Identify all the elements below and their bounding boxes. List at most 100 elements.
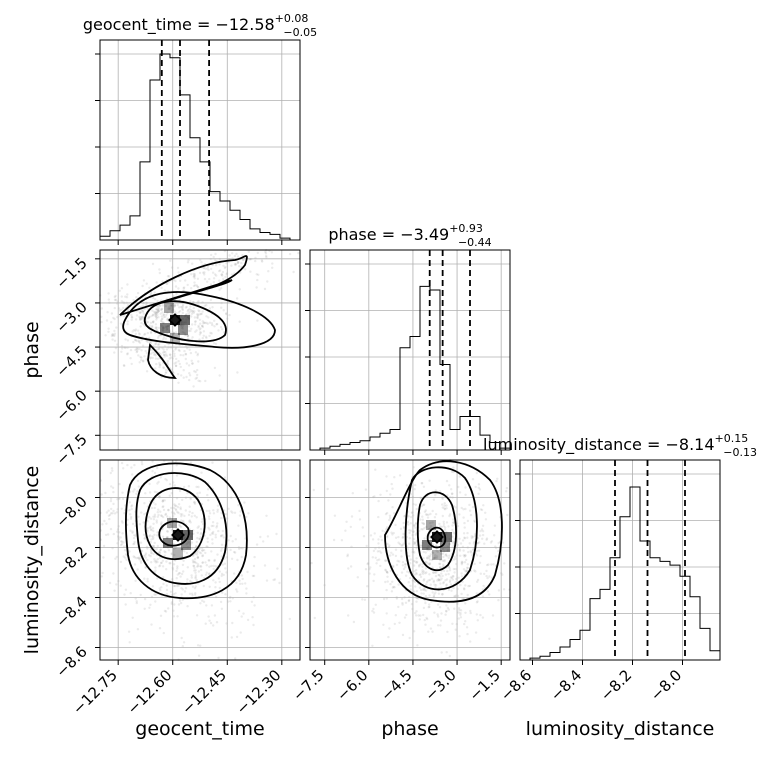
sample-point — [141, 463, 144, 466]
sample-point — [170, 306, 173, 309]
sample-point — [197, 485, 200, 489]
sample-point — [391, 487, 394, 490]
sample-point — [422, 485, 426, 488]
sample-point — [173, 553, 176, 557]
sample-point — [218, 586, 221, 590]
sample-point — [138, 557, 142, 560]
sample-point — [477, 492, 480, 495]
sample-point — [109, 527, 113, 531]
sample-point — [476, 619, 479, 622]
sample-point — [121, 347, 124, 350]
sample-point — [230, 510, 233, 513]
sample-point — [253, 604, 256, 607]
sample-point — [186, 334, 190, 337]
sample-point — [227, 539, 230, 542]
sample-point — [201, 310, 204, 313]
sample-point — [401, 603, 404, 606]
sample-point — [210, 322, 214, 325]
sample-point — [380, 538, 383, 542]
sample-point — [129, 348, 133, 352]
sample-point — [118, 482, 121, 486]
sample-point — [263, 287, 267, 291]
sample-point — [121, 491, 124, 494]
sample-point — [180, 326, 183, 329]
sample-point — [132, 340, 135, 344]
sample-point — [158, 365, 161, 369]
sample-point — [113, 332, 117, 335]
grid-luminosity_distance — [520, 460, 720, 660]
sample-point — [432, 557, 435, 560]
sample-point — [172, 593, 176, 596]
sample-point — [486, 576, 489, 580]
sample-point — [445, 651, 448, 654]
sample-point — [468, 509, 472, 512]
sample-point — [404, 574, 408, 577]
sample-point — [191, 561, 195, 564]
sample-point — [200, 471, 203, 474]
sample-point — [465, 558, 468, 562]
sample-point — [377, 515, 380, 519]
sample-point — [195, 485, 198, 489]
sample-point — [143, 537, 146, 540]
sample-point — [434, 571, 437, 574]
sample-point — [150, 551, 153, 554]
sample-point — [434, 574, 438, 578]
sample-point — [465, 569, 468, 572]
sample-point — [213, 614, 217, 617]
sample-point — [185, 313, 188, 316]
sample-point — [121, 532, 124, 535]
sample-point — [186, 334, 189, 338]
sample-point — [272, 578, 275, 582]
sample-point — [414, 503, 417, 506]
sample-point — [202, 334, 205, 337]
sample-point — [460, 561, 463, 565]
sample-point — [188, 308, 191, 311]
sample-point — [133, 556, 136, 559]
sample-point — [469, 513, 473, 517]
sample-point — [403, 515, 406, 518]
sample-point — [218, 374, 221, 377]
sample-point — [143, 502, 146, 505]
sample-point — [193, 501, 196, 504]
sample-point — [199, 536, 202, 539]
sample-point — [424, 589, 428, 592]
sample-point — [172, 615, 176, 618]
sample-point — [162, 505, 165, 508]
sample-point — [332, 538, 336, 542]
sample-point — [445, 479, 449, 483]
sample-point — [179, 353, 182, 357]
sample-point — [428, 563, 431, 566]
sample-point — [138, 347, 141, 351]
sample-point — [374, 603, 377, 606]
sample-point — [127, 630, 131, 633]
sample-point — [505, 490, 508, 493]
sample-point — [111, 486, 115, 489]
sample-point — [485, 538, 488, 541]
sample-point — [123, 364, 126, 367]
sample-point — [194, 569, 197, 572]
sample-point — [201, 554, 205, 557]
sample-point — [187, 329, 191, 333]
sample-point — [192, 554, 195, 557]
sample-point — [138, 315, 141, 319]
sample-point — [150, 331, 153, 335]
sample-point — [441, 506, 444, 509]
sample-point — [110, 334, 114, 338]
sample-point — [488, 575, 491, 578]
sample-point — [462, 587, 466, 590]
sample-point — [182, 570, 185, 573]
sample-point — [193, 274, 196, 278]
sample-point — [174, 518, 178, 521]
sample-point — [459, 616, 463, 619]
sample-point — [194, 377, 197, 380]
sample-point — [444, 526, 447, 529]
sample-point — [257, 273, 260, 276]
sample-point — [134, 534, 137, 538]
sample-point — [471, 478, 475, 481]
sample-point — [480, 508, 484, 512]
sample-point — [190, 515, 193, 518]
sample-point — [154, 503, 157, 506]
sample-point — [191, 262, 194, 265]
sample-point — [162, 338, 165, 341]
sample-point — [219, 325, 223, 329]
